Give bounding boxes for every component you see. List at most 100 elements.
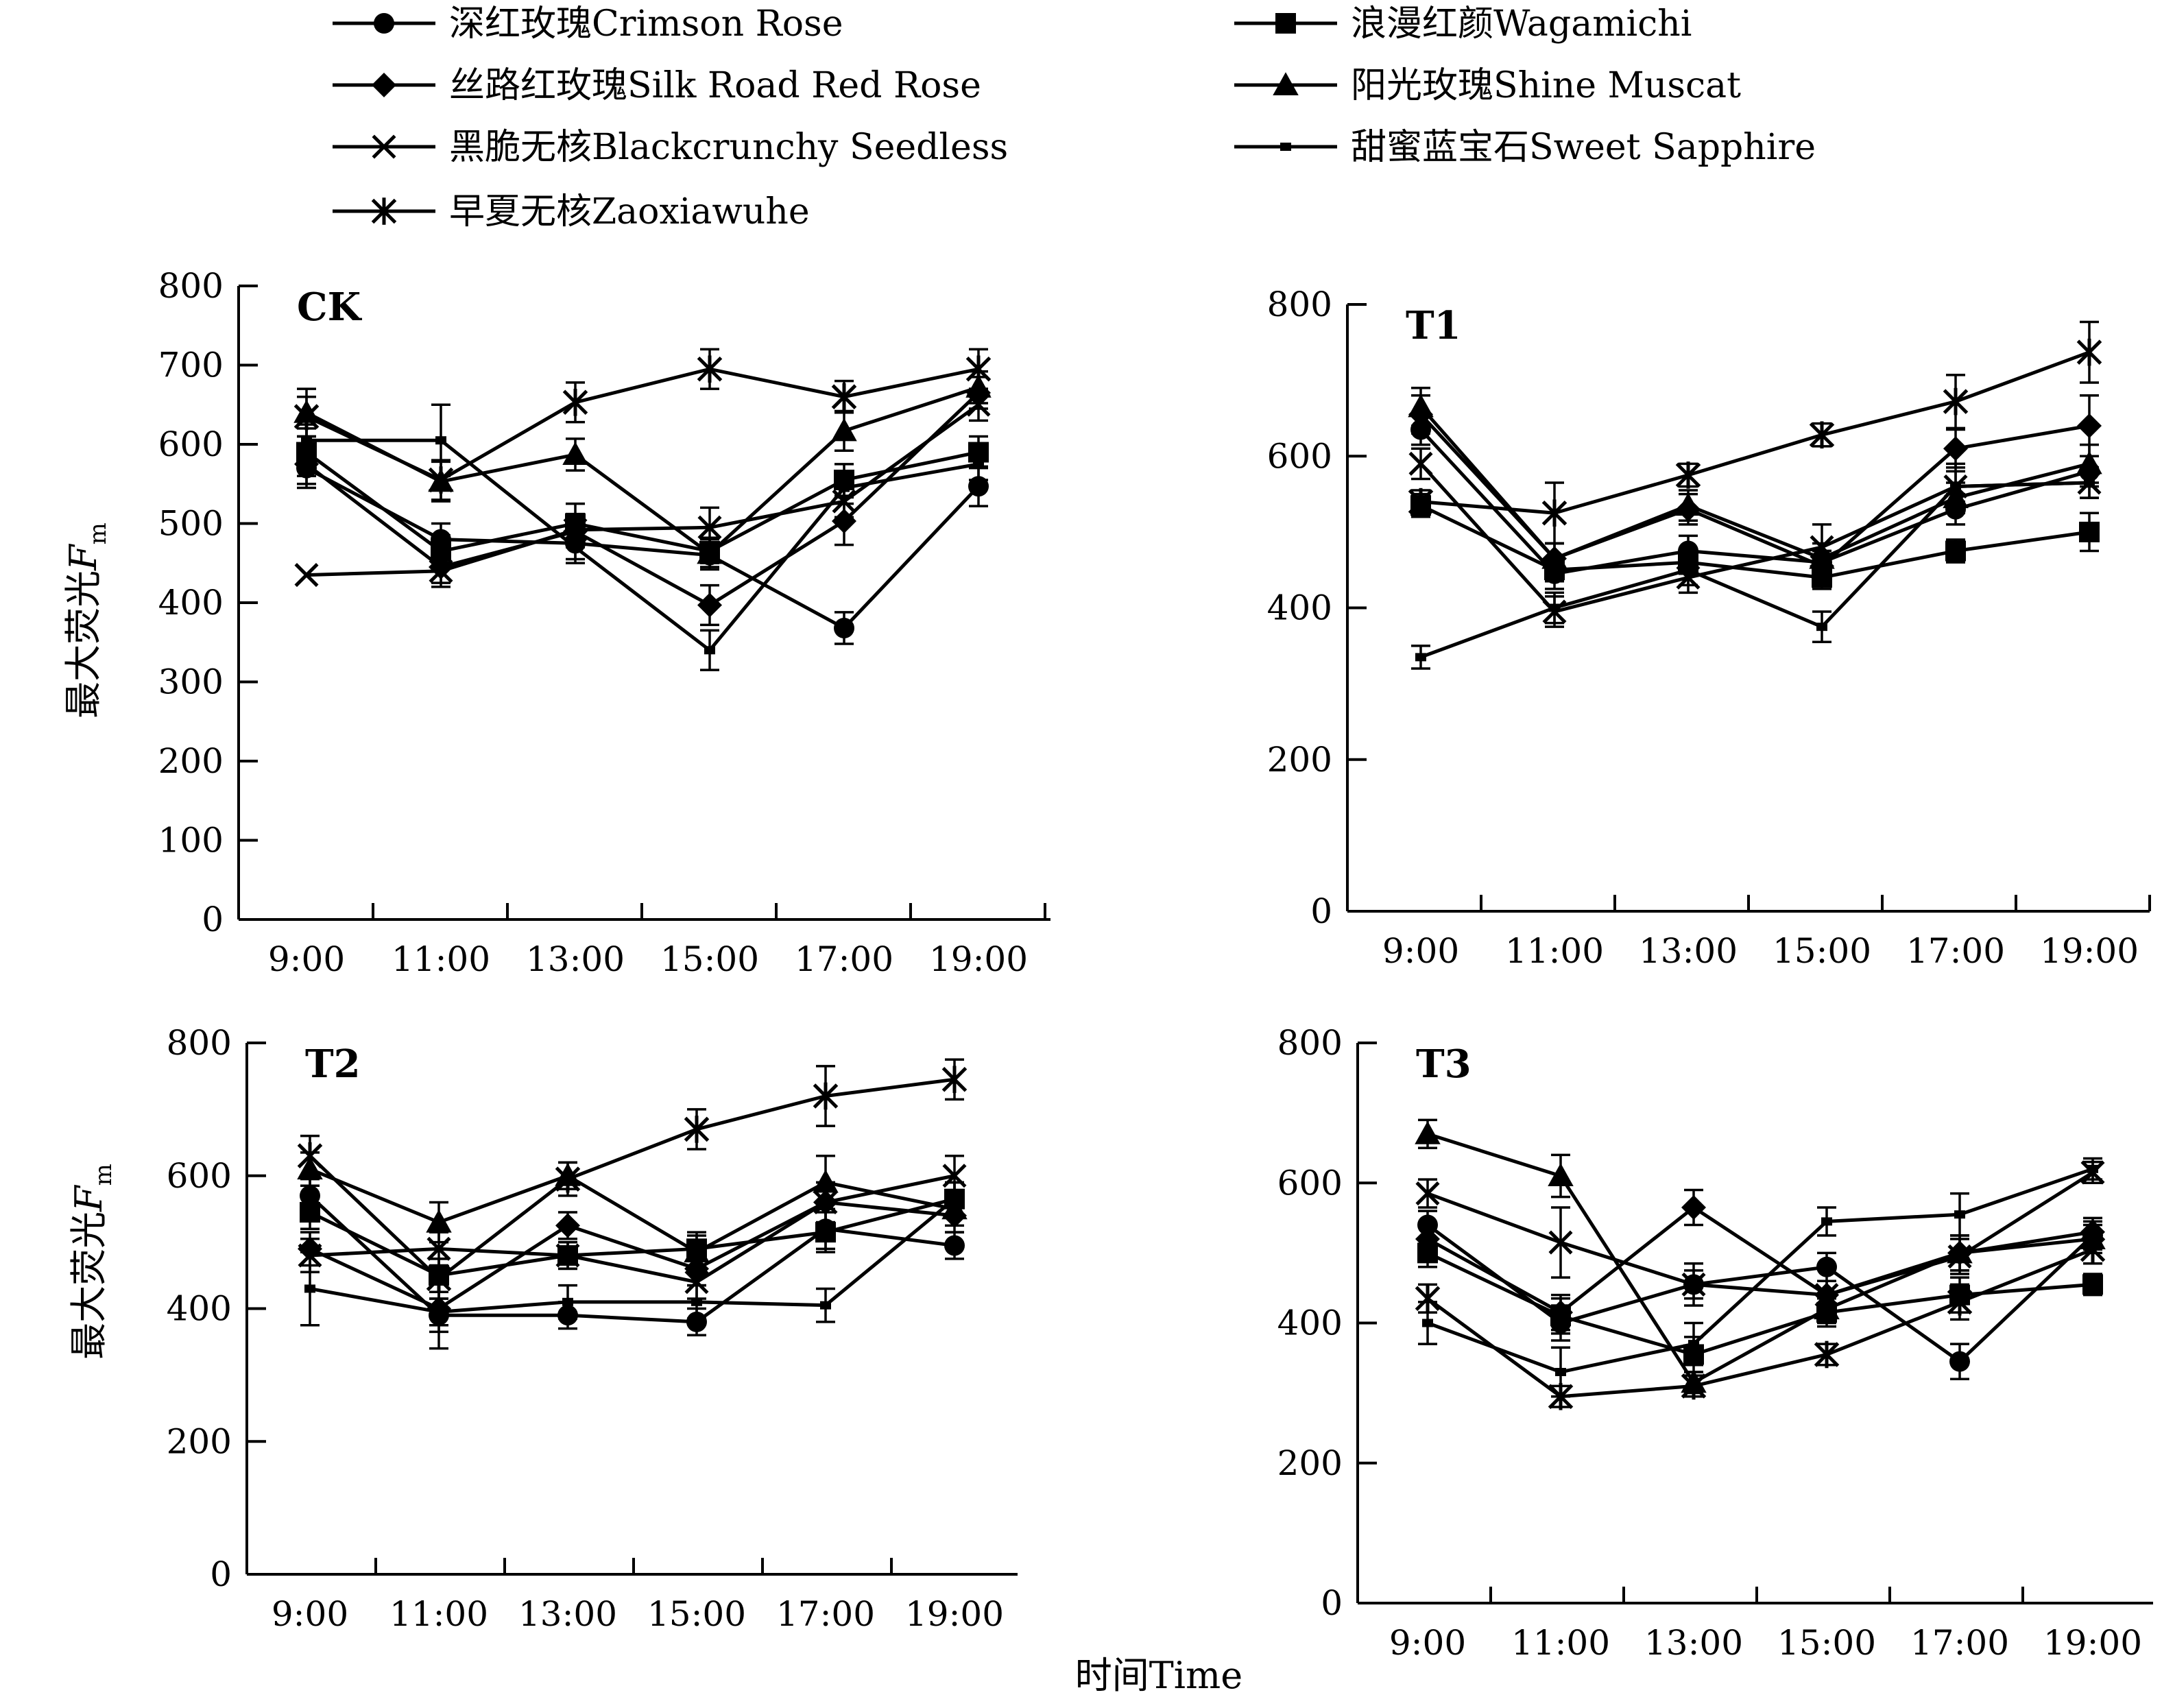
data-point [2082, 1274, 2103, 1295]
y-tick-label: 600 [1267, 436, 1332, 476]
data-point [1408, 488, 1434, 516]
data-point [555, 1165, 581, 1193]
legend-item-4: 阳光玫瑰Shine Muscat [1234, 65, 1741, 106]
data-point-shape [1681, 1194, 1706, 1220]
data-point-shape [1422, 1319, 1433, 1327]
series-line [1419, 428, 2090, 576]
y-tick-label: 100 [158, 821, 224, 861]
y-tick-label: 800 [1267, 285, 1332, 324]
data-point-stroke-b [813, 1190, 838, 1215]
data-point-stroke-b [294, 563, 319, 588]
data-point [831, 418, 857, 442]
data-point [293, 402, 320, 431]
data-point-shape [1954, 1210, 1965, 1219]
legend-item-2: 浪漫红颜Wagamichi [1234, 3, 1692, 45]
data-point-shape [1675, 492, 1701, 516]
y-axis-title-2: 最大荧光Fm [67, 1164, 117, 1360]
y-axis-title-variable: F [67, 1184, 110, 1212]
series-line [1420, 481, 2090, 659]
series-line [309, 1194, 955, 1324]
data-point [1950, 482, 1961, 491]
x-tick-label: 19:00 [2043, 1623, 2142, 1663]
data-point-shape [1949, 1351, 1970, 1372]
data-point-shape [691, 1297, 702, 1306]
data-point [704, 646, 715, 655]
data-point [1947, 1244, 1972, 1268]
data-point [301, 436, 312, 445]
series-5 [294, 387, 991, 588]
legend-marker-dash-shape [1280, 143, 1291, 151]
data-point-shape [832, 509, 856, 534]
data-point-shape [1548, 1163, 1574, 1187]
data-point-shape [2077, 413, 2102, 438]
data-point [300, 1202, 320, 1223]
data-point [813, 1190, 838, 1215]
x-tick-label: 9:00 [1382, 931, 1459, 971]
series-7 [1415, 1234, 2106, 1410]
data-point [428, 466, 454, 494]
data-point-shape [2087, 1164, 2098, 1173]
data-point [1681, 1194, 1706, 1220]
series-line [1426, 1251, 2093, 1356]
y-tick-label: 300 [158, 662, 224, 702]
data-point-shape [1555, 1367, 1566, 1376]
data-point [1945, 540, 1966, 562]
series-7 [1408, 320, 2102, 545]
series-line [1420, 350, 2090, 515]
x-tick-label: 15:00 [660, 939, 759, 979]
data-point [684, 1239, 710, 1263]
legend-marker-diamond-shape [372, 73, 396, 97]
data-point [426, 1265, 452, 1292]
data-point-stroke-b [1548, 1230, 1573, 1255]
series-line [307, 438, 979, 652]
data-point-shape [433, 1308, 444, 1316]
data-point [1688, 1340, 1699, 1349]
y-axis-title-main: 最大荧光 [62, 570, 105, 719]
y-tick-label: 400 [1267, 588, 1332, 628]
legend-label: 甜蜜蓝宝石Sweet Sapphire [1351, 127, 1816, 168]
data-point-shape [570, 543, 581, 552]
data-point-shape [2082, 1274, 2103, 1295]
data-point [2077, 413, 2102, 438]
series-line [1419, 405, 2090, 561]
series-line [1419, 503, 2090, 579]
series-line [305, 367, 979, 482]
series-line [309, 1197, 956, 1314]
data-point [697, 592, 722, 618]
data-point-shape [815, 1222, 836, 1243]
data-point-shape [831, 418, 857, 442]
data-point [2076, 338, 2102, 366]
legend-label: 阳光玫瑰Shine Muscat [1351, 65, 1741, 106]
data-point-stroke-b [429, 559, 453, 584]
data-point-stroke-b [697, 515, 722, 540]
data-point-shape [555, 1213, 580, 1238]
data-point [1541, 545, 1568, 569]
data-point-shape [686, 1311, 707, 1332]
data-point-stroke-b [555, 1243, 580, 1268]
data-point-shape [1816, 1256, 1837, 1277]
panel-t3: 0 200 400 600 800 9:00 11:00 13:00 15:00 17:00 19:… [1277, 1023, 2153, 1663]
data-point [1408, 451, 1433, 476]
data-point [1541, 499, 1568, 527]
panels: 0 100 200 300 400 500 600 700 800 9:00 11:00 13:00 1… [158, 266, 2153, 1663]
data-point [820, 1301, 831, 1310]
data-point [427, 1236, 451, 1261]
x-tick-label: 11:00 [389, 1594, 488, 1634]
x-tick-label: 9:00 [1389, 1623, 1466, 1663]
series-line [305, 466, 980, 630]
data-point [297, 1142, 323, 1170]
data-point [562, 388, 588, 416]
data-point [1548, 1300, 1573, 1325]
legend-marker-dash [1280, 143, 1291, 151]
y-tick-label: 600 [1277, 1163, 1343, 1203]
y-tick-label: 0 [1321, 1583, 1343, 1623]
data-point [294, 563, 319, 588]
data-point [1821, 1217, 1832, 1226]
y-axis-title-variable: F [62, 543, 105, 571]
data-point [435, 436, 446, 445]
legend-label: 丝路红玫瑰Silk Road Red Rose [449, 65, 981, 106]
data-point [294, 451, 319, 477]
data-point-stroke-b [1947, 1244, 1972, 1268]
data-point-shape [1548, 1300, 1573, 1325]
